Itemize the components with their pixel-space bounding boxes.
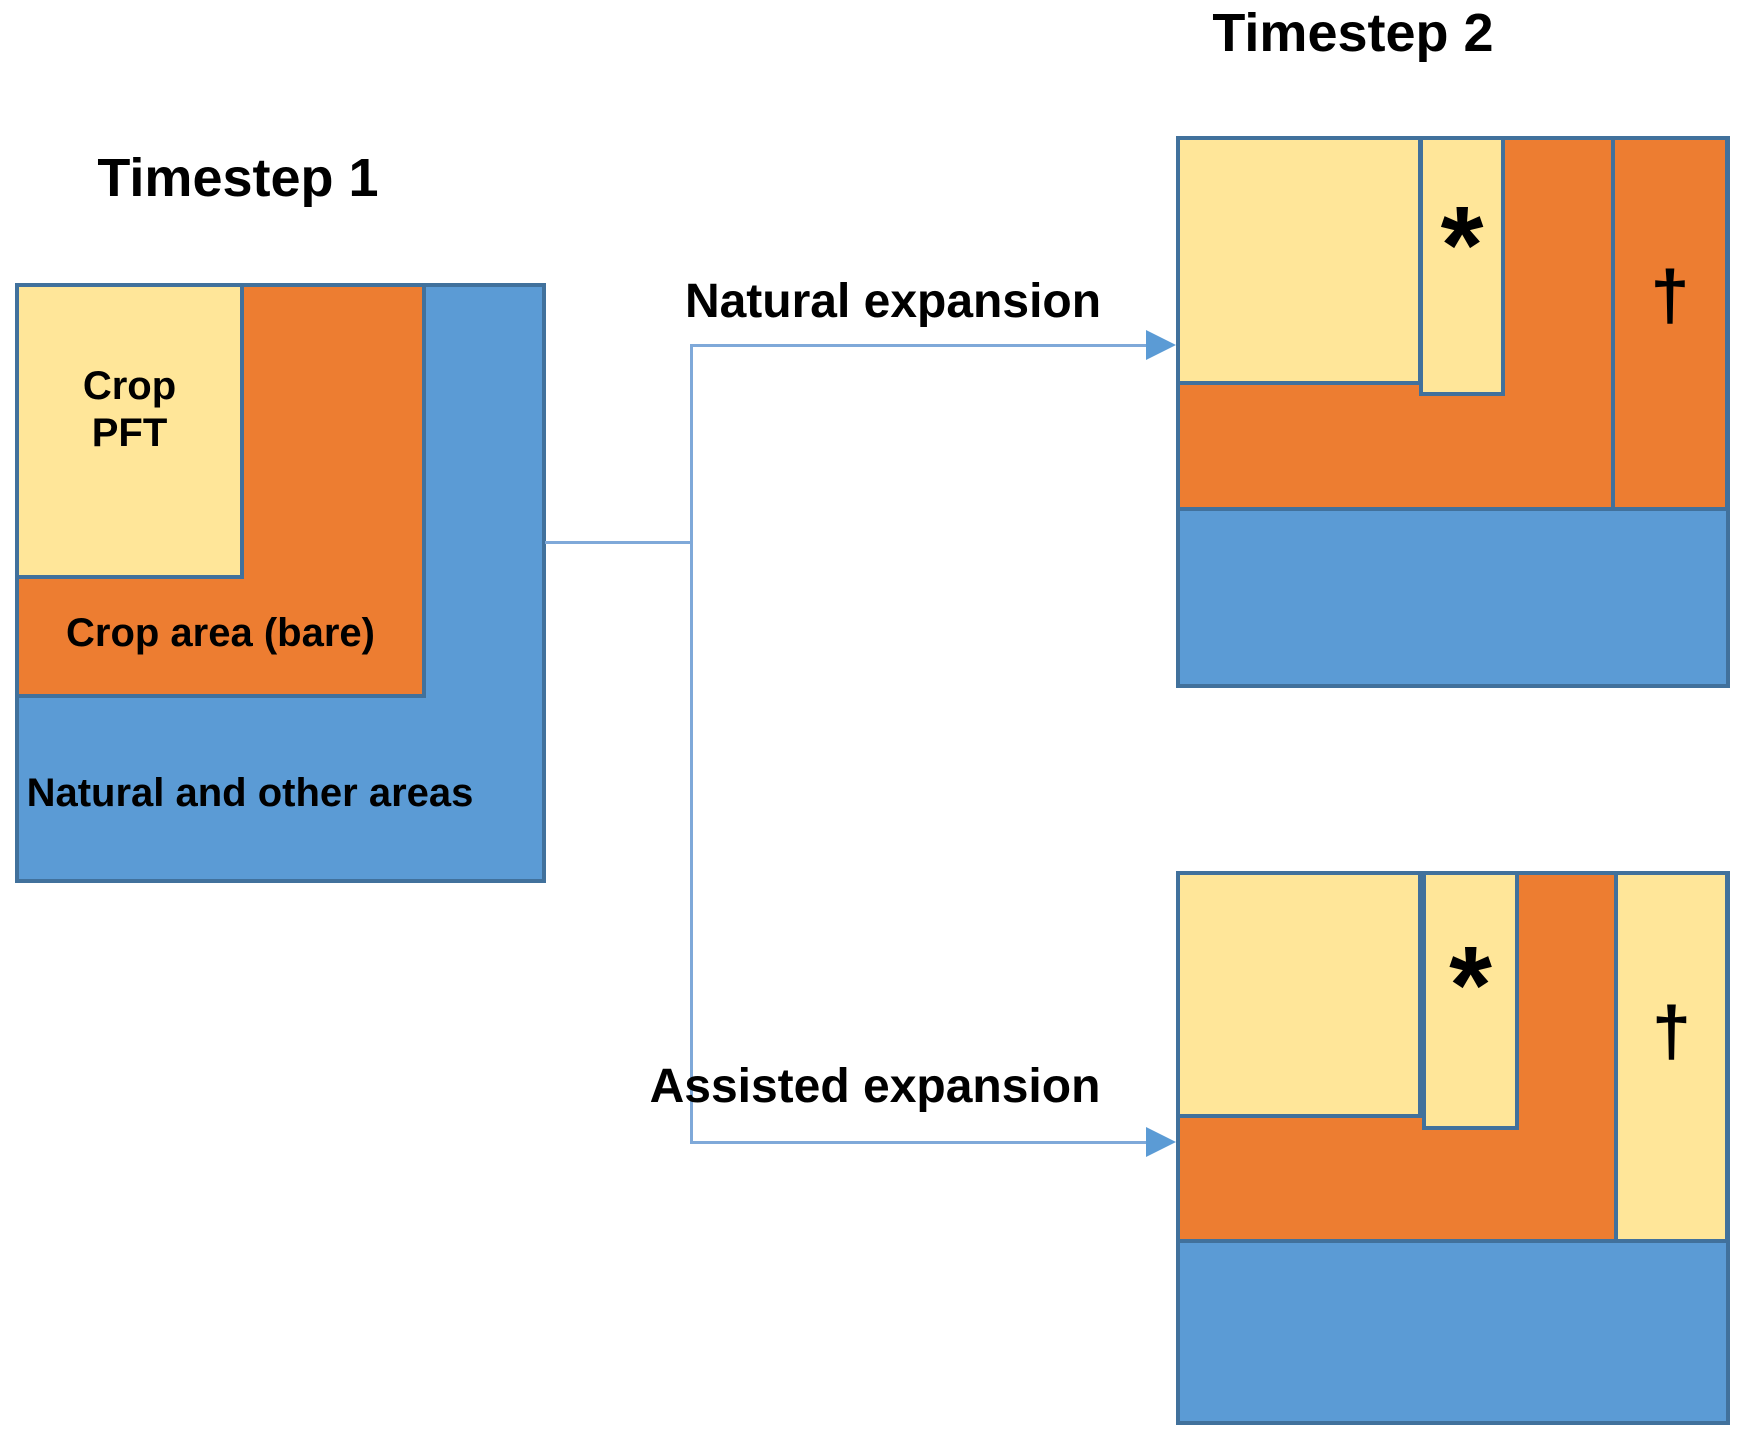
abandoned-crop-column-region (1611, 136, 1729, 511)
connector-natural-line (690, 344, 1150, 347)
natural-areas-label: Natural and other areas (26, 771, 474, 815)
timestep2-title: Timestep 2 (1212, 3, 1494, 63)
expanded-crop-pft-region (1422, 871, 1519, 1130)
assisted-crop-pft-column-region (1614, 871, 1729, 1243)
asterisk-symbol: * (1449, 924, 1492, 1047)
expanded-crop-pft-region (1419, 136, 1505, 396)
crop-area-label: Crop area (bare) (66, 611, 375, 655)
natural-expansion-label: Natural expansion (684, 275, 1102, 328)
crop-pft-label: Crop PFT (82, 364, 177, 455)
crop-pft-region (1176, 871, 1422, 1118)
natural-arrowhead-icon (1146, 330, 1176, 360)
crop-pft-region (15, 283, 244, 579)
crop-pft-region (1176, 136, 1422, 385)
connector-stub-line (545, 541, 692, 544)
assisted-expansion-label: Assisted expansion (649, 1060, 1101, 1113)
assisted-arrowhead-icon (1146, 1127, 1176, 1157)
dagger-symbol: † (1650, 256, 1690, 334)
connector-vertical-line (690, 344, 693, 1144)
natural-areas-region (1176, 507, 1730, 688)
connector-assisted-line (690, 1141, 1150, 1144)
dagger-symbol: † (1652, 992, 1691, 1070)
asterisk-symbol: * (1440, 184, 1484, 307)
natural-areas-region (1176, 1239, 1730, 1425)
timestep1-title: Timestep 1 (97, 148, 379, 208)
